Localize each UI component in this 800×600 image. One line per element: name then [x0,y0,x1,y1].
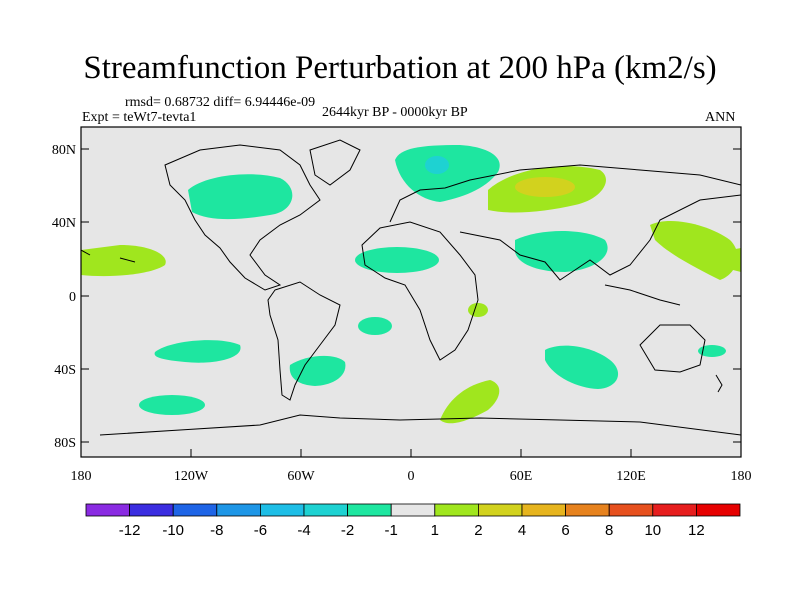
colorbar-label: -12 [119,522,141,539]
colorbar-box [477,503,523,517]
colorbar-box [434,503,479,517]
experiment-label: Expt = teWt7-tevta1 [82,110,197,125]
lat-label: 40S [54,363,76,378]
season-label: ANN [705,110,736,125]
anomaly-negative-7 [289,355,346,386]
colorbar-label: -10 [162,522,184,539]
anomaly-negative-1b [425,156,449,174]
colorbar-label: 1 [431,522,439,539]
colorbar-box [85,503,130,517]
anomaly-positive-5 [440,380,500,424]
colorbar: -12 -10 -8 -6 -4 -2 -1 1 2 4 6 8 10 12 [85,503,741,539]
anomaly-positive-1 [488,166,606,213]
colorbar-box [347,503,392,517]
map-title: Streamfunction Perturbation at 200 hPa (… [83,50,717,86]
colorbar-box [303,503,348,517]
anomaly-negative-1 [395,145,500,202]
anomaly-negative-5 [358,317,392,335]
colorbar-box [652,503,697,517]
colorbar-box [608,503,654,517]
lon-label: 180 [71,469,92,484]
anomaly-negative-6 [154,340,241,363]
colorbar-box [216,503,261,517]
lat-label: 40N [52,216,76,231]
colorbar-label: 4 [518,522,526,539]
colorbar-label: 2 [474,522,482,539]
colorbar-box [129,503,174,517]
anomaly-negative-8 [545,345,619,389]
colorbar-box [390,503,436,517]
colorbar-label: 6 [561,522,569,539]
coastlines [81,139,741,436]
anomaly-negative-2 [188,174,293,220]
colorbar-label: 12 [688,522,705,539]
colorbar-label: -1 [385,522,398,539]
lon-label: 0 [408,469,415,484]
anomaly-positive-3 [81,245,166,277]
colorbar-box [259,503,305,517]
colorbar-box [172,503,218,517]
lon-label: 120W [174,469,209,484]
anomaly-negative-4 [355,247,439,273]
colorbar-box [696,503,741,517]
period-label: 2644kyr BP - 0000kyr BP [322,105,468,120]
anomaly-negative-3 [515,231,608,272]
lat-label: 80N [52,143,76,158]
lon-label: 60W [287,469,315,484]
anomaly-negative-9 [139,395,205,415]
anomaly-positive-6 [468,303,488,317]
anomaly-positive-2 [650,220,738,280]
colorbar-box [565,503,610,517]
colorbar-box [521,503,566,517]
colorbar-label: 10 [644,522,661,539]
colorbar-label: -8 [210,522,223,539]
colorbar-label: -2 [341,522,354,539]
anomaly-negative-10 [698,345,726,357]
colorbar-label: 8 [605,522,613,539]
axis-ticks [80,148,742,457]
lat-label: 80S [54,436,76,451]
lon-label: 60E [510,469,533,484]
lon-label: 180 [731,469,752,484]
lon-label: 120E [616,469,646,484]
colorbar-label: -4 [297,522,310,539]
colorbar-label: -6 [254,522,267,539]
stats-label: rmsd= 0.68732 diff= 6.94446e-09 [125,95,316,110]
lat-label: 0 [69,290,76,305]
anomaly-positive-4 [730,248,741,272]
